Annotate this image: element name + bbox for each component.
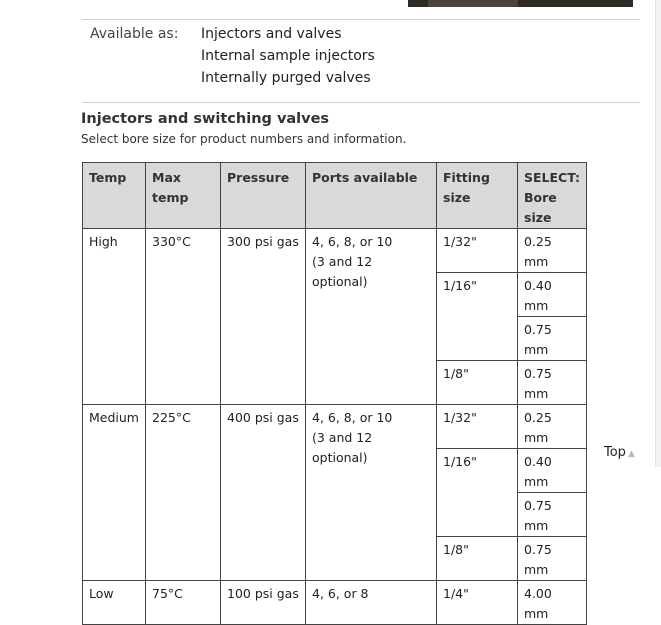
table-header-row: Temp Max temp Pressure Ports available F… bbox=[82, 162, 588, 229]
scrollbar[interactable] bbox=[655, 0, 661, 467]
table-row: 1/8" 0.75 mm bbox=[83, 360, 588, 405]
triangle-up-icon: ▲ bbox=[627, 449, 635, 459]
bore-size-link[interactable]: 0.40 mm bbox=[516, 272, 588, 317]
header-max-temp: Max temp bbox=[145, 162, 221, 229]
fitting-cell: 1/16" bbox=[436, 448, 518, 537]
table-row: High 330°C 300 psi gas 4, 6, 8, or 10 (3 … bbox=[82, 228, 588, 405]
header-pressure: Pressure bbox=[220, 162, 306, 229]
table-row: Low 75°C 100 psi gas 4, 6, or 8 1/4" 4.0… bbox=[82, 580, 588, 625]
pressure-cell: 300 psi gas bbox=[220, 228, 306, 405]
header-fitting-size: Fitting size bbox=[436, 162, 518, 229]
bore-size-link[interactable]: 0.75 mm bbox=[516, 536, 588, 581]
fitting-cell: 1/32" bbox=[436, 404, 518, 449]
section-subtitle: Select bore size for product numbers and… bbox=[81, 132, 407, 146]
bore-size-link[interactable]: 0.40 mm bbox=[516, 448, 588, 493]
top-link-label: Top bbox=[604, 445, 626, 460]
ports-cell: 4, 6, or 8 bbox=[305, 580, 437, 625]
bore-size-link[interactable]: 4.00 mm bbox=[516, 580, 588, 625]
header-temp: Temp bbox=[82, 162, 146, 229]
temp-cell: High bbox=[82, 228, 146, 405]
bore-size-link[interactable]: 0.75 mm bbox=[516, 492, 588, 537]
header-select-label: SELECT: bbox=[524, 170, 581, 185]
max-temp-cell: 225°C bbox=[145, 404, 221, 581]
ports-text: 4, 6, 8, or 10 bbox=[312, 410, 393, 425]
back-to-top-link[interactable]: Top ▲ bbox=[604, 445, 635, 460]
table-row: 0.75 mm bbox=[83, 316, 588, 361]
bore-size-link[interactable]: 0.25 mm bbox=[516, 404, 588, 449]
available-as-label: Available as: bbox=[90, 26, 179, 42]
ports-optional-text: (3 and 12 optional) bbox=[312, 254, 373, 289]
header-select-bore-size: SELECT: Bore size bbox=[516, 162, 588, 229]
ports-optional-text: (3 and 12 optional) bbox=[312, 430, 373, 465]
bore-size-link[interactable]: 0.75 mm bbox=[516, 316, 588, 361]
bore-size-link[interactable]: 0.25 mm bbox=[516, 228, 588, 273]
available-item-internally-purged-valves: Internally purged valves bbox=[201, 70, 371, 86]
ports-cell: 4, 6, 8, or 10 (3 and 12 optional) bbox=[305, 404, 437, 581]
table-row: 1/16" 0.40 mm bbox=[83, 272, 588, 361]
fitting-cell: 1/32" bbox=[436, 228, 518, 273]
available-item-injectors-valves: Injectors and valves bbox=[201, 26, 342, 42]
max-temp-cell: 75°C bbox=[145, 580, 221, 625]
fitting-cell: 1/4" bbox=[436, 580, 518, 625]
bore-size-link[interactable]: 0.75 mm bbox=[516, 360, 588, 405]
ports-text: 4, 6, 8, or 10 bbox=[312, 234, 393, 249]
temp-cell: Medium bbox=[82, 404, 146, 581]
fitting-cell: 1/16" bbox=[436, 272, 518, 361]
injectors-valves-table: Temp Max temp Pressure Ports available F… bbox=[82, 162, 588, 625]
divider bbox=[82, 102, 640, 103]
header-ports-available: Ports available bbox=[305, 162, 437, 229]
pressure-cell: 100 psi gas bbox=[220, 580, 306, 625]
max-temp-cell: 330°C bbox=[145, 228, 221, 405]
divider bbox=[82, 19, 640, 20]
fitting-cell: 1/8" bbox=[436, 360, 518, 405]
pressure-cell: 400 psi gas bbox=[220, 404, 306, 581]
product-photo-edge bbox=[408, 0, 633, 7]
available-item-internal-sample-injectors: Internal sample injectors bbox=[201, 48, 375, 64]
table-row: Medium 225°C 400 psi gas 4, 6, 8, or 10 (… bbox=[82, 404, 588, 581]
section-title: Injectors and switching valves bbox=[81, 111, 330, 127]
temp-cell: Low bbox=[82, 580, 146, 625]
ports-cell: 4, 6, 8, or 10 (3 and 12 optional) bbox=[305, 228, 437, 405]
fitting-cell: 1/8" bbox=[436, 536, 518, 581]
header-bore-size-label: Bore size bbox=[524, 190, 557, 225]
